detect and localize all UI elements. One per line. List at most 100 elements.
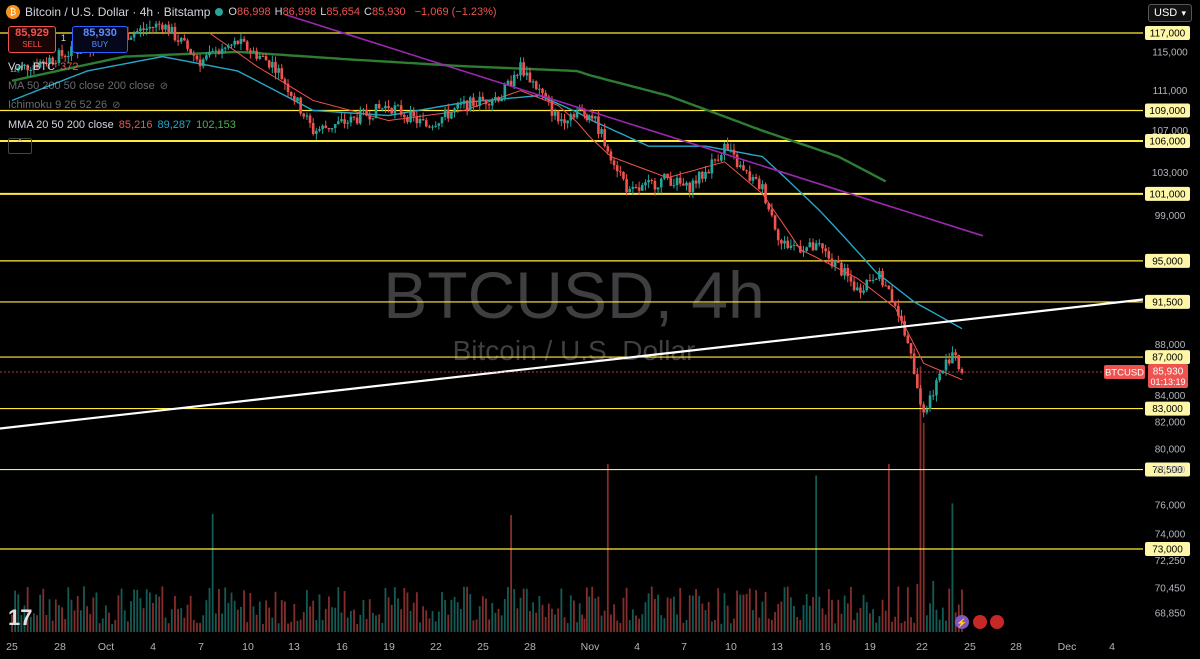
volume-bar [951, 503, 954, 632]
level-label-83000: 83,000 [1152, 404, 1183, 415]
candle-body [208, 51, 211, 56]
downtrend-line [284, 13, 984, 237]
candle-body [239, 38, 243, 44]
candle-body [315, 130, 318, 135]
volume-bar [265, 600, 267, 632]
x-tick-label: 25 [6, 641, 18, 653]
candle-body [478, 96, 481, 106]
candle-body [716, 159, 720, 161]
volume-bar [481, 596, 484, 632]
ichimoku-legend[interactable]: Ichimoku 9 26 52 26 ⊘ [8, 99, 120, 111]
horizontal-levels[interactable]: 117,000 109,000 106,000 101,000 95,000 91,500… [0, 26, 1190, 556]
volume-bar [625, 587, 628, 632]
candle-body [563, 119, 566, 124]
buy-button[interactable]: 85,930 BUY [72, 26, 128, 53]
time-axis[interactable]: 25 28 Oct 4 7 10 13 16 19 22 25 28 Nov 4 7 10 13 16 19 22 25… [6, 641, 1115, 653]
currency-select[interactable]: USD ▾ [1148, 4, 1192, 22]
volume-bar [569, 595, 572, 632]
candle-body [368, 115, 372, 120]
candle-body [283, 79, 287, 84]
candle-body [868, 279, 872, 281]
volume-bar [67, 587, 70, 632]
svg-text:17: 17 [8, 605, 32, 630]
candle-body [919, 388, 922, 405]
candle-body [631, 186, 635, 189]
volume-bar [83, 586, 85, 632]
volume-bar [412, 602, 415, 632]
candle-body [906, 335, 910, 344]
candle-body [941, 370, 945, 374]
candle-body [640, 185, 644, 191]
volume-bar [346, 617, 349, 632]
y-tick-label: 99,000 [1155, 211, 1186, 222]
volume-bar [657, 594, 659, 632]
event-icons[interactable]: ⚡ [955, 615, 1004, 629]
volume-bar [58, 605, 60, 632]
candle-body [603, 129, 606, 147]
volume-bar [70, 599, 73, 632]
volume-bar [258, 601, 261, 632]
tradingview-logo[interactable]: 17 [8, 605, 32, 630]
candle-body [893, 301, 897, 306]
candle-body [255, 50, 258, 59]
candle-body [811, 242, 815, 251]
candle-body [362, 109, 365, 111]
volume-legend[interactable]: Vol · BTC 372 [8, 61, 78, 73]
candle-body [198, 59, 202, 67]
volume-bar [356, 623, 359, 632]
candle-body [745, 170, 748, 172]
price-axis[interactable]: 115,000 111,000 107,000 103,000 99,000 88,000… [1152, 47, 1189, 619]
candle-body [780, 240, 783, 244]
candle-body [327, 127, 331, 130]
symbol-legend[interactable]: ₿ Bitcoin / U.S. Dollar · 4h · Bitstamp … [6, 5, 497, 19]
candle-body [399, 105, 403, 115]
candle-body [821, 243, 824, 249]
volume-bar [337, 587, 340, 632]
volume-bar [726, 605, 729, 632]
volume-bar [170, 609, 173, 632]
eye-hidden-icon-2[interactable]: ⊘ [112, 99, 121, 111]
volume-bar [73, 610, 76, 632]
volume-bar [475, 619, 478, 632]
volume-bar [415, 592, 418, 632]
sell-label: SELL [22, 40, 42, 49]
candle-body [954, 352, 957, 356]
candle-body [201, 59, 205, 67]
volume-bar [246, 622, 249, 632]
level-label-bg-109000 [1145, 103, 1190, 118]
candle-body [54, 62, 58, 64]
volume-bar [86, 606, 88, 632]
us-flag-event-icon-2 [990, 615, 1004, 629]
candle-body [710, 159, 714, 174]
candle-body [35, 65, 39, 68]
candle-body [818, 243, 821, 245]
volume-bar [164, 617, 167, 632]
ma-legend[interactable]: MA 50 200 50 close 200 close ⊘ [8, 80, 168, 92]
volume-bar [26, 587, 29, 632]
volume-bar [167, 623, 170, 632]
volume-bar [378, 614, 381, 632]
candle-body [587, 115, 591, 121]
x-tick-label: Oct [98, 641, 114, 653]
x-tick-label: 28 [524, 641, 536, 653]
candle-body [881, 270, 884, 286]
collapse-legend-button[interactable]: ⌃ [8, 138, 32, 154]
candle-body [318, 129, 321, 131]
volume-bar [666, 597, 669, 632]
volume-bar [296, 620, 299, 632]
eye-hidden-icon[interactable]: ⊘ [159, 80, 169, 92]
volume-bar [900, 622, 903, 632]
candle-body [637, 187, 641, 191]
candle-body [192, 54, 196, 56]
x-tick-label: 25 [964, 641, 976, 653]
trendlines[interactable] [0, 13, 1144, 430]
volume-bar [309, 606, 311, 632]
candle-body [393, 105, 397, 114]
candle-body [764, 184, 767, 204]
volume-bar [516, 608, 519, 632]
mma-legend[interactable]: MMA 20 50 200 close 85,216 89,287 102,15… [8, 119, 236, 131]
volume-bar [384, 587, 387, 632]
sell-button[interactable]: 85,929 SELL [8, 26, 56, 53]
x-tick-label: Dec [1058, 641, 1077, 653]
